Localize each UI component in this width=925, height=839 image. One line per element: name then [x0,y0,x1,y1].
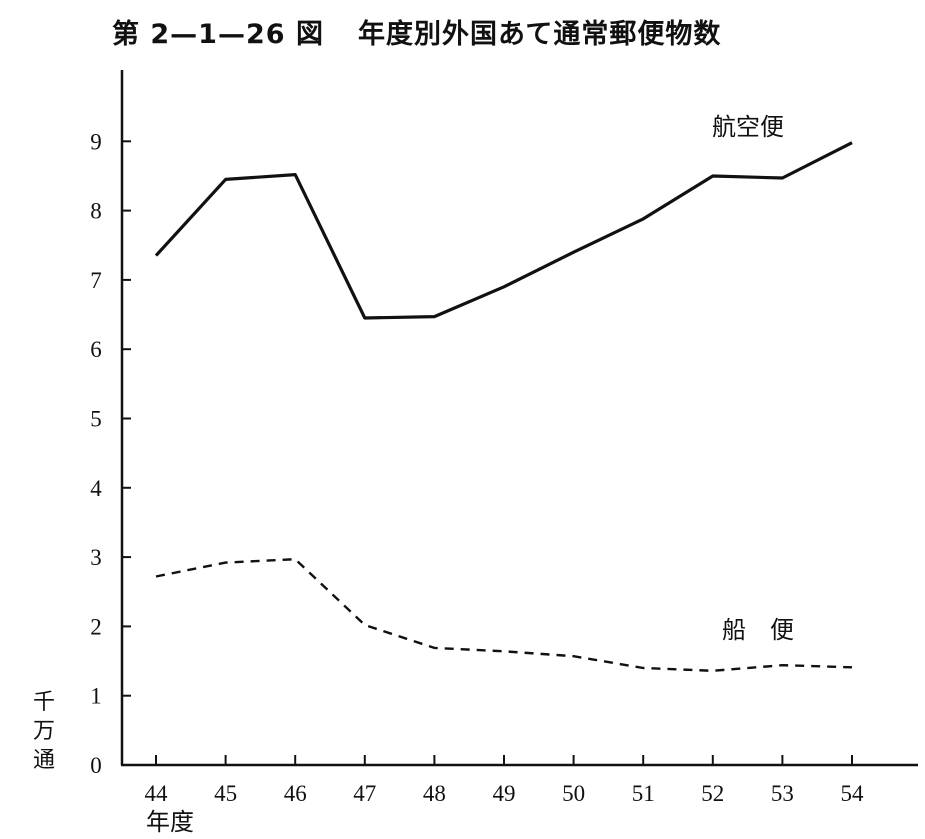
y-axis-ticks: 0 1 2 3 4 5 6 7 8 9 [90,129,131,778]
series-label-surface-mail: 船 便 [722,616,794,644]
y-axis-unit-char: 万 [33,719,55,744]
x-tick-label: 51 [632,781,655,806]
x-axis-label: 年度 [146,808,194,836]
y-axis-unit: 千万通 [33,690,55,773]
series-line-surface-mail [155,558,853,672]
figure-label: 第 2—1—26 図 [112,19,324,50]
chart-title: 第 2—1—26 図 年度別外国あて通常郵便物数 [112,12,721,51]
y-tick-label: 9 [90,129,102,154]
series-line-air-mail [154,141,853,320]
y-tick-label: 8 [90,199,102,224]
y-tick-label: 1 [90,684,102,709]
x-tick-label: 54 [841,781,865,806]
series-lines [154,141,853,672]
axes [120,70,918,767]
x-tick-label: 44 [145,781,169,806]
x-tick-label: 53 [771,781,794,806]
x-tick-label: 49 [493,781,516,806]
y-axis-unit-char: 通 [33,748,55,773]
y-tick-label: 5 [90,407,102,432]
x-tick-label: 45 [214,781,237,806]
y-tick-label: 0 [90,753,102,778]
y-tick-label: 6 [90,337,102,362]
x-tick-label: 52 [701,781,724,806]
x-tick-label: 50 [562,781,585,806]
x-tick-label: 46 [284,781,307,806]
x-tick-label: 47 [353,781,376,806]
series-label-air-mail: 航空便 [712,113,784,141]
x-axis-ticks: 44 45 46 47 48 49 50 51 52 53 54 年度 [145,755,865,836]
y-tick-label: 4 [90,476,102,501]
figure-title: 年度別外国あて通常郵便物数 [357,19,722,50]
y-axis-unit-char: 千 [33,690,55,715]
y-tick-label: 2 [90,614,102,639]
y-tick-label: 7 [90,268,102,293]
x-tick-label: 48 [423,781,446,806]
y-tick-label: 3 [90,545,102,570]
